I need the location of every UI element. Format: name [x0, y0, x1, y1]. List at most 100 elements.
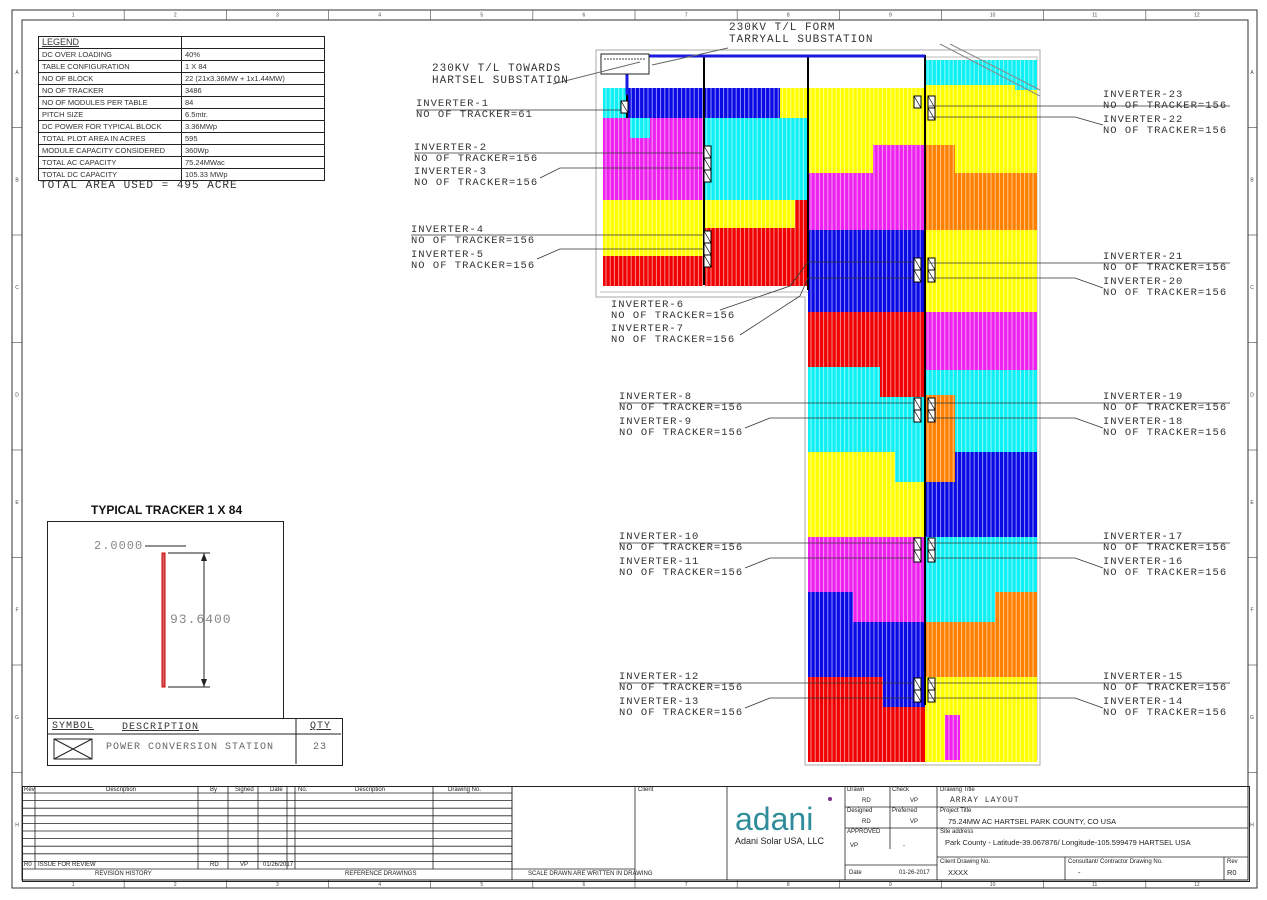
- inverter-tracker-count: NO OF TRACKER=156: [619, 567, 744, 579]
- leader-lines: [411, 105, 1230, 709]
- leader-line: [928, 417, 1104, 429]
- inverter-tracker-count: NO OF TRACKER=156: [414, 153, 539, 165]
- array-block-cyan: [705, 118, 808, 200]
- pcs-description: POWER CONVERSION STATION: [106, 742, 275, 753]
- legend-label: DC OVER LOADING: [38, 48, 182, 61]
- inverter-marker-cross: [703, 145, 712, 159]
- legend-value: 3486: [181, 84, 325, 97]
- drawn-label: Drawn: [847, 787, 865, 793]
- rev-row-no: R0: [24, 862, 32, 868]
- check-value: VP: [910, 798, 919, 804]
- company-subtitle: Adani Solar USA, LLC: [735, 836, 825, 846]
- legend-label: PITCH SIZE: [38, 108, 182, 121]
- qty-col-header: QTY: [310, 721, 332, 732]
- inverter-marker-cross: [927, 677, 936, 691]
- grid-row-ref: E: [1250, 500, 1254, 506]
- inverter-marker-cross: [913, 95, 922, 109]
- grid-column-ref: 2: [174, 13, 177, 19]
- array-block-yellow: [603, 200, 703, 228]
- designed-value: RD: [862, 819, 871, 825]
- inverter-name: INVERTER-16: [1103, 556, 1184, 568]
- grid-column-ref: 5: [480, 882, 483, 888]
- legend-value: 3.36MWp: [181, 120, 325, 133]
- inverter-name: INVERTER-7: [611, 323, 685, 335]
- grid-column-ref: 4: [378, 882, 381, 888]
- inverter-tracker-count: NO OF TRACKER=156: [619, 707, 744, 719]
- grid-column-ref: 6: [583, 13, 586, 19]
- grid-column-ref: 9: [889, 13, 892, 19]
- symbol-table: [47, 718, 343, 766]
- grid-row-ref: D: [15, 392, 19, 398]
- client-drawing-label: Client Drawing No.: [940, 859, 991, 865]
- legend-label: DC POWER FOR TYPICAL BLOCK: [38, 120, 182, 133]
- tracker-detail-box: [47, 521, 284, 719]
- inverter-name: INVERTER-5: [411, 249, 485, 261]
- grid-row-ref: E: [15, 500, 19, 506]
- rev-signed-col-header: Signed: [235, 787, 254, 793]
- inverter-marker-cross: [913, 537, 922, 551]
- inverter-tracker-count: NO OF TRACKER=61: [416, 109, 533, 121]
- ref-no-col-header: No.: [298, 787, 308, 793]
- date-label: Date: [849, 870, 862, 876]
- grid-row-ref: A: [1250, 70, 1254, 76]
- inverter-tracker-count: NO OF TRACKER=156: [619, 542, 744, 554]
- rev-date-col-header: Date: [270, 787, 283, 793]
- grid-column-ref: 2: [174, 882, 177, 888]
- grid-column-ref: 7: [685, 13, 688, 19]
- array-block-cyan: [925, 592, 995, 622]
- leader-line: [928, 557, 1104, 569]
- legend-value: 84: [181, 96, 325, 109]
- array-block-orange: [925, 145, 955, 230]
- grid-column-ref: 12: [1194, 882, 1200, 888]
- legend-row: DC OVER LOADING 40%: [38, 48, 325, 61]
- inverter-marker-cross: [927, 397, 936, 411]
- legend-row: NO OF MODULES PER TABLE 84: [38, 96, 325, 109]
- description-col-header: DESCRIPTION: [122, 722, 200, 733]
- transmission-towards-label-2: HARTSEL SUBSTATION: [432, 75, 569, 87]
- grid-column-ref: 3: [276, 882, 279, 888]
- ref-dwg-col-header: Drawing No.: [448, 787, 482, 793]
- array-block-orange: [925, 452, 955, 482]
- legend-row: TABLE CONFIGURATION 1 X 84: [38, 60, 325, 73]
- inverter-tracker-count: NO OF TRACKER=156: [1103, 262, 1228, 274]
- inverter-name: INVERTER-17: [1103, 531, 1184, 543]
- sheet-outer-border: [11, 9, 1258, 889]
- inverter-name: INVERTER-11: [619, 556, 700, 568]
- inverter-name: INVERTER-1: [416, 98, 490, 110]
- array-block-yellow: [925, 85, 1037, 145]
- legend-label: MODULE CAPACITY CONSIDERED: [38, 144, 182, 157]
- grid-column-ref: 12: [1194, 13, 1200, 19]
- grid-column-ref: 10: [990, 882, 996, 888]
- inverter-marker-cross: [913, 549, 922, 563]
- legend-label: TOTAL DC CAPACITY: [38, 168, 182, 181]
- grid-row-ref: G: [15, 715, 19, 721]
- grid-row-ref: F: [1250, 607, 1253, 613]
- inverter-marker-cross: [913, 257, 922, 271]
- inverter-tracker-count: NO OF TRACKER=156: [411, 260, 536, 272]
- dimension-arrow-top: [201, 553, 207, 561]
- array-block-cyan: [1015, 60, 1037, 90]
- site-address: Park County - Latitude-39.067876/ Longit…: [945, 838, 1191, 847]
- tracker-width-dimension: 2.0000: [94, 539, 144, 553]
- inverter-name: INVERTER-18: [1103, 416, 1184, 428]
- array-block-cyan: [808, 367, 880, 452]
- legend-table: LEGEND DC OVER LOADING 40% TABLE CONFIGURA…: [38, 36, 325, 181]
- tracker-height-dimension: 93.6400: [170, 612, 232, 627]
- inverter-tracker-count: NO OF TRACKER=156: [1103, 707, 1228, 719]
- rev-row-signed: VP: [240, 862, 249, 868]
- inverter-tracker-count: NO OF TRACKER=156: [619, 427, 744, 439]
- grid-row-ref: D: [1250, 392, 1254, 398]
- approved-dash: -: [903, 843, 905, 849]
- inverter-marker-cross: [927, 549, 936, 563]
- inverter-tracker-count: NO OF TRACKER=156: [1103, 402, 1228, 414]
- array-block-magenta: [603, 118, 703, 200]
- legend-value: 40%: [181, 48, 325, 61]
- leader-line: [739, 277, 914, 336]
- grid-column-ref: 1: [72, 882, 75, 888]
- legend-label: NO OF BLOCK: [38, 72, 182, 85]
- inverter-marker-cross: [913, 677, 922, 691]
- grid-row-ref: B: [15, 177, 19, 183]
- array-block-blue: [627, 88, 707, 118]
- logo-dot: [828, 797, 832, 801]
- legend-row: NO OF BLOCK 22 (21x3.36MW + 1x1.44MW): [38, 72, 325, 85]
